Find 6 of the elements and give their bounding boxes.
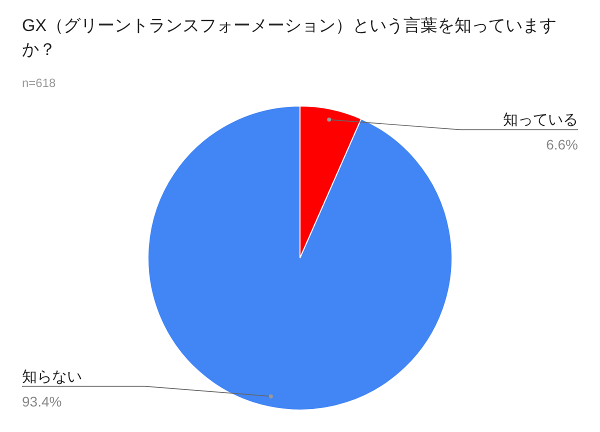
slice-label: 知らない (22, 368, 82, 386)
chart-subtitle: n=618 (22, 76, 56, 90)
chart-title: GX（グリーントランスフォーメーション）という言葉を知っていますか？ (22, 15, 558, 61)
slice-label: 知っている (503, 112, 578, 129)
data-label: 93.4% (22, 393, 62, 410)
data-label: 6.6% (546, 136, 578, 153)
